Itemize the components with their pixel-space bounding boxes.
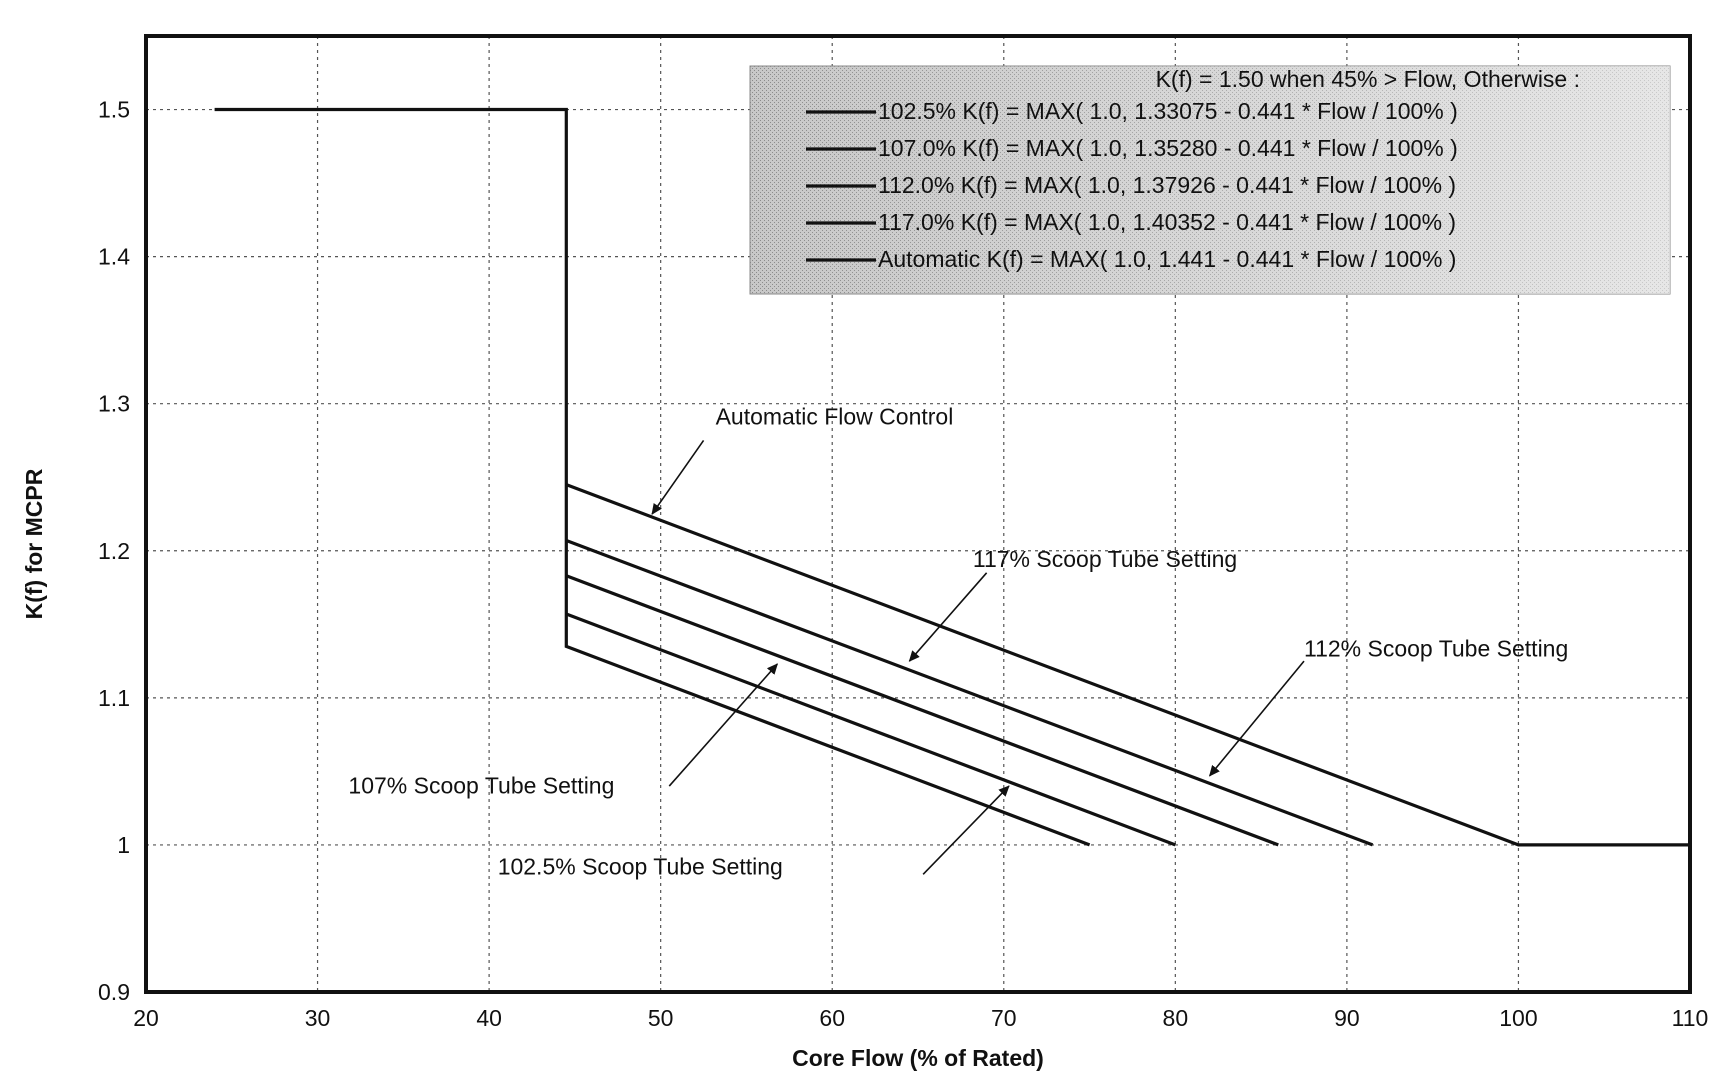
x-tick-label: 50 [648,1005,674,1031]
annotation-arrow [651,440,705,515]
legend-header: K(f) = 1.50 when 45% > Flow, Otherwise : [1156,66,1580,92]
x-tick-label: 30 [305,1005,331,1031]
legend-entry-label: 107.0% K(f) = MAX( 1.0, 1.35280 - 0.441 … [878,135,1458,161]
annotation-label: 112% Scoop Tube Setting [1304,636,1568,662]
x-tick-label: 80 [1163,1005,1189,1031]
legend-entry-label: Automatic K(f) = MAX( 1.0, 1.441 - 0.441… [878,246,1456,272]
annotation-label: 107% Scoop Tube Setting [348,772,614,798]
legend-entries: 102.5% K(f) = MAX( 1.0, 1.33075 - 0.441 … [806,98,1458,272]
legend-entry-label: 102.5% K(f) = MAX( 1.0, 1.33075 - 0.441 … [878,98,1458,124]
legend: K(f) = 1.50 when 45% > Flow, Otherwise :… [749,65,1671,295]
y-tick-label: 1.2 [98,538,130,564]
plot-frame [144,34,1692,994]
x-axis-title: Core Flow (% of Rated) [792,1045,1044,1071]
y-tick-labels: 0.9 1 1.1 1.2 1.3 1.4 1.5 [98,97,130,1005]
series-line-automatic [565,483,1690,847]
x-tick-label: 70 [991,1005,1017,1031]
y-tick-label: 1.3 [98,391,130,417]
legend-entry-label: 117.0% K(f) = MAX( 1.0, 1.40352 - 0.441 … [878,209,1456,235]
annotation-label: 102.5% Scoop Tube Setting [498,853,783,879]
x-tick-label: 20 [133,1005,159,1031]
y-tick-label: 1.4 [98,244,130,270]
y-tick-label: 1.1 [98,685,130,711]
annotation-label: 117% Scoop Tube Setting [973,546,1237,572]
series-lines [214,107,1690,847]
y-axis-title: K(f) for MCPR [21,468,47,619]
annotation-arrow [908,572,988,662]
x-tick-label: 100 [1499,1005,1537,1031]
annotation-arrow [668,663,778,787]
legend-entry-label: 112.0% K(f) = MAX( 1.0, 1.37926 - 0.441 … [878,172,1456,198]
series-line-107-0 [565,612,1176,847]
y-tick-label: 0.9 [98,979,130,1005]
series-line-102-5 [214,107,1091,847]
legend-shading [750,66,1670,294]
x-tick-label: 60 [819,1005,845,1031]
annotation-label: Automatic Flow Control [716,403,954,429]
y-tick-label: 1 [117,832,130,858]
x-tick-labels: 20 30 40 50 60 70 80 90 100 110 [133,1005,1708,1031]
series-line-117-0 [565,539,1374,847]
x-tick-label: 90 [1334,1005,1360,1031]
annotations: Automatic Flow Control 117% Scoop Tube Se… [348,403,1568,879]
annotation-arrow [1209,660,1305,777]
x-tick-label: 40 [476,1005,502,1031]
series-line-112-0 [565,574,1279,847]
x-tick-label: 110 [1672,1005,1709,1031]
annotation-arrow [922,785,1010,875]
y-tick-label: 1.5 [98,97,130,123]
